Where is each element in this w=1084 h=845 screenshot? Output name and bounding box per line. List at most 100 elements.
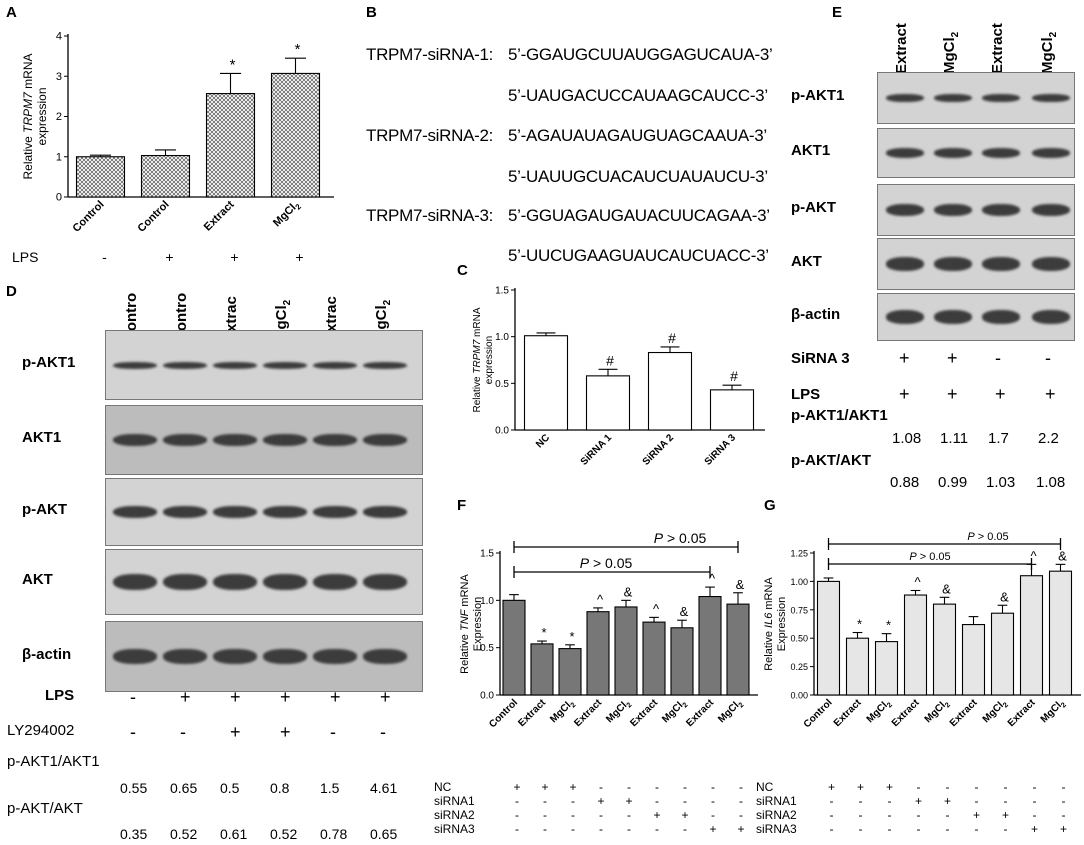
significance-mark: & — [1058, 548, 1067, 563]
blot-row-label: AKT — [791, 253, 822, 270]
ratio-label: p-AKT/AKT — [7, 800, 83, 817]
protein-band — [113, 574, 157, 590]
bar — [140, 154, 191, 198]
protein-band — [1032, 204, 1070, 216]
category-label: SiRNA 2 — [641, 432, 677, 468]
category-label: Extract — [628, 697, 660, 729]
lps-sign: + — [380, 687, 391, 707]
blot-membrane — [877, 184, 1075, 236]
category-label: Extract — [832, 697, 864, 729]
bar — [932, 603, 957, 696]
bar — [205, 93, 256, 198]
significance-mark: & — [736, 577, 745, 592]
significance-mark: # — [606, 352, 614, 368]
protein-band — [934, 257, 972, 271]
group-row-sign: + — [569, 780, 576, 794]
lps-label: LPS — [791, 386, 821, 403]
panel-label-a: A — [6, 4, 17, 21]
category-label: Control — [802, 697, 835, 730]
group-row-sign: + — [513, 780, 520, 794]
group-row-sign: - — [946, 780, 950, 794]
lps-label: LPS — [12, 249, 38, 265]
blot-row-label: AKT — [22, 571, 53, 588]
ly294002-sign: + — [280, 722, 291, 742]
y-tick-label: 0.75 — [790, 605, 808, 615]
group-row-sign: - — [946, 822, 950, 836]
sirna-name: TRPM7-siRNA-2: — [366, 126, 494, 145]
ratio-value: 1.7 — [988, 430, 1009, 447]
panel-label-c: C — [457, 262, 468, 279]
group-row-sign: - — [515, 822, 519, 836]
ratio-value: 1.11 — [940, 430, 969, 447]
group-row-sign: - — [543, 822, 547, 836]
sirna-sequence: 5’-GGAUGCUUAUGGAGUCAUA-3’ — [508, 45, 773, 64]
sirna-sequence: 5’-GGUAGAUGAUACUUCAGAA-3’ — [508, 206, 770, 225]
blot-membrane — [877, 293, 1075, 341]
protein-band — [982, 310, 1020, 324]
significance-mark: * — [857, 617, 862, 632]
group-row-sign: - — [627, 808, 631, 822]
protein-band — [263, 434, 307, 446]
protein-band — [213, 434, 257, 446]
group-row-sign: - — [739, 808, 743, 822]
protein-band — [934, 204, 972, 216]
y-axis-label-line2: Expression — [776, 597, 788, 651]
blot-membrane — [105, 330, 423, 400]
sirna-sign: + — [899, 348, 910, 368]
lps-sign: - — [102, 249, 107, 265]
protein-band — [982, 94, 1020, 102]
protein-band — [313, 361, 357, 369]
significance-mark: ^ — [914, 574, 921, 589]
group-row-sign: - — [975, 780, 979, 794]
category-label: MgCl2 — [271, 198, 303, 230]
sirna-sequence: 5’-UUCUGAAGUAUCAUCUACC-3’ — [508, 246, 769, 265]
category-label: Extract — [684, 697, 716, 729]
ly294002-label: LY294002 — [7, 722, 75, 739]
ratio-value: 0.35 — [120, 826, 148, 842]
protein-band — [113, 649, 157, 664]
lps-sign: + — [230, 249, 238, 265]
group-row-sign: - — [711, 780, 715, 794]
protein-band — [163, 361, 207, 369]
y-axis-label: Relative IL6 mRNA — [763, 577, 775, 671]
ratio-value: 1.03 — [986, 474, 1016, 491]
group-row-sign: - — [515, 808, 519, 822]
ratio-label: p-AKT1/AKT1 — [791, 407, 888, 424]
group-row-sign: - — [1033, 808, 1037, 822]
group-row-label: siRNA1 — [756, 794, 797, 808]
group-row-sign: + — [915, 794, 922, 808]
lps-sign: + — [947, 384, 958, 404]
category-label: Extract — [202, 198, 237, 233]
group-row-label: NC — [756, 780, 774, 794]
group-row-sign: + — [1031, 822, 1038, 836]
lps-sign: + — [330, 687, 341, 707]
significance-mark: # — [668, 330, 676, 346]
ly294002-sign: - — [180, 722, 186, 742]
bar — [502, 599, 526, 696]
group-row-sign: - — [859, 794, 863, 808]
protein-band — [982, 204, 1020, 216]
protein-band — [313, 649, 357, 664]
y-tick-label: 2 — [56, 111, 62, 123]
group-row-sign: + — [857, 780, 864, 794]
lps-sign: + — [1045, 384, 1056, 404]
group-row-sign: + — [1002, 808, 1009, 822]
lps-sign: + — [280, 687, 291, 707]
sirna-sign: - — [995, 348, 1001, 368]
bar — [642, 621, 666, 696]
blot-membrane — [877, 128, 1075, 178]
lps-sign: - — [130, 687, 136, 707]
sirna-sign: + — [947, 348, 958, 368]
y-tick-label: 0.0 — [480, 691, 494, 702]
group-row-sign: - — [711, 794, 715, 808]
category-label: Control — [70, 199, 106, 235]
group-row-sign: - — [683, 822, 687, 836]
group-row-sign: - — [683, 780, 687, 794]
group-row-sign: - — [830, 794, 834, 808]
significance-mark: * — [295, 41, 301, 58]
protein-band — [1032, 94, 1070, 102]
group-row-sign: - — [1062, 794, 1066, 808]
category-label: Control — [487, 697, 520, 730]
lps-sign: + — [230, 687, 241, 707]
ly294002-sign: - — [130, 722, 136, 742]
